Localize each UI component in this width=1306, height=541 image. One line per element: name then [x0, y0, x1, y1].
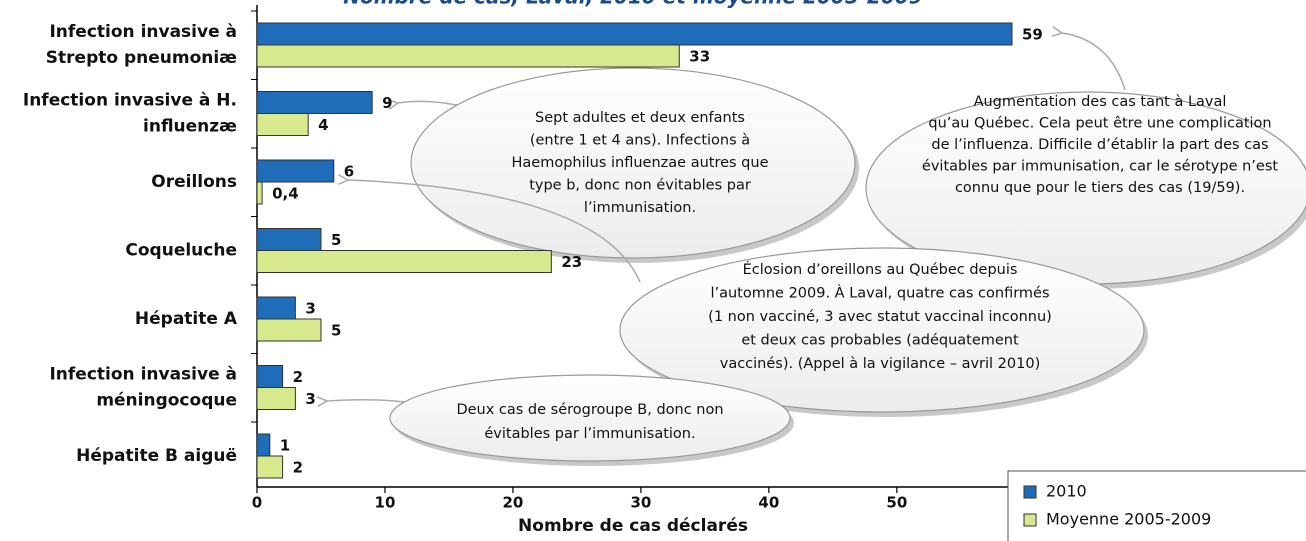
bar	[256, 44, 680, 68]
value-label: 9	[382, 94, 392, 112]
y-tick-label-line: méningocoque	[96, 391, 237, 411]
y-tick-label-line: Infection invasive à	[49, 365, 237, 385]
y-tick-label: Infection invasive à Strepto pneumoniæ	[46, 22, 237, 68]
y-tick-label-line: Coqueluche	[125, 241, 237, 261]
y-tick-label: Coqueluche	[125, 241, 237, 261]
y-tick-label-line: Strepto pneumoniæ	[46, 48, 237, 68]
y-tick-label: Oreillons	[151, 172, 237, 192]
y-tick-label: Hépatite B aiguë	[76, 446, 237, 466]
value-label: 4	[318, 116, 328, 134]
annotation-text: de l’influenza. Difficile d’établir la p…	[931, 137, 1268, 153]
annotation-arrow	[1062, 33, 1126, 91]
bar	[256, 91, 373, 114]
annotation-text: vaccinés). (Appel à la vigilance – avril…	[720, 356, 1041, 372]
annotation-text: (entre 1 et 4 ans). Infections à	[530, 133, 750, 149]
annotation-text: type b, donc non évitables par	[529, 178, 751, 194]
bar	[256, 365, 284, 388]
annotation-text: Éclosion d’oreillons au Québec depuis	[743, 261, 1018, 278]
annotation-text: connu que pour le tiers des cas (19/59).	[955, 180, 1245, 196]
value-label: 23	[561, 253, 582, 271]
value-label: 6	[344, 163, 354, 181]
bar	[256, 433, 271, 457]
bar	[256, 181, 263, 205]
annotation-text: Haemophilus influenzae autres que	[512, 155, 769, 171]
annotation-text: Augmentation des cas tant à Laval	[974, 94, 1227, 110]
x-tick-label: 20	[502, 494, 523, 512]
y-tick-label-line: Infection invasive à H.	[23, 91, 237, 111]
chart-title: Nombre de cas, Laval, 2010 et moyenne 20…	[343, 0, 922, 9]
y-tick-label-line: Hépatite B aiguë	[76, 446, 237, 466]
x-tick-label: 0	[252, 494, 262, 512]
annotation-arrow	[348, 180, 641, 283]
x-tick-label: 40	[758, 494, 779, 512]
annotation-text: évitables par immunisation, car le sérot…	[922, 159, 1278, 175]
y-tick-label: Infection invasive à H. influenzæ	[23, 91, 237, 137]
value-label: 5	[331, 322, 341, 340]
legend-box	[1007, 470, 1306, 541]
y-tick-label-line: Oreillons	[151, 172, 237, 192]
legend-label: 2010	[1046, 482, 1087, 501]
y-tick-label-line: Hépatite A	[135, 309, 238, 329]
x-axis-label: Nombre de cas déclarés	[518, 516, 748, 536]
bar	[256, 318, 322, 342]
annotation-text: qu’au Québec. Cela peut être une complic…	[928, 116, 1271, 132]
x-tick-label: 30	[630, 494, 651, 512]
y-tick-label: Hépatite A	[135, 309, 238, 329]
annotation-arrow	[327, 400, 406, 402]
value-label: 1	[280, 437, 290, 455]
value-label: 33	[689, 48, 710, 66]
value-label: 3	[305, 300, 315, 318]
value-label: 0,4	[272, 185, 299, 203]
y-tick-label: Infection invasive à méningocoque	[49, 365, 237, 411]
y-tick-label-line: Infection invasive à	[49, 22, 237, 42]
y-tick-label-line: influenzæ	[143, 117, 237, 137]
bar	[256, 228, 322, 251]
legend-swatch	[1023, 513, 1037, 527]
annotation-text: (1 non vacciné, 3 avec statut vaccinal i…	[708, 309, 1052, 325]
bar	[256, 387, 296, 410]
bar	[256, 22, 1013, 46]
x-tick-label: 50	[886, 494, 907, 512]
value-label: 2	[293, 368, 303, 386]
bar	[256, 296, 296, 320]
annotation-text: l’automne 2009. À Laval, quatre cas conf…	[710, 285, 1049, 302]
bar	[256, 113, 309, 136]
annotation-text: l’immunisation.	[584, 200, 696, 216]
legend-label: Moyenne 2005-2009	[1046, 510, 1211, 529]
bar	[256, 159, 335, 183]
value-label: 5	[331, 231, 341, 249]
annotation-text: Sept adultes et deux enfants	[535, 110, 745, 126]
annotation-text: Deux cas de sérogroupe B, donc non	[456, 402, 723, 418]
annotation-bubble	[389, 374, 791, 462]
value-label: 59	[1022, 26, 1043, 44]
annotation-bubble	[410, 67, 856, 259]
bar	[256, 250, 552, 273]
value-label: 3	[305, 390, 315, 408]
x-tick-label: 10	[375, 494, 396, 512]
bar	[256, 455, 284, 479]
annotation-bubble	[619, 247, 1145, 413]
value-label: 2	[293, 459, 303, 477]
legend-swatch	[1023, 485, 1037, 499]
annotation-text: et deux cas probables (adéquatement	[741, 333, 1019, 349]
annotation-text: évitables par l’immunisation.	[484, 426, 695, 442]
